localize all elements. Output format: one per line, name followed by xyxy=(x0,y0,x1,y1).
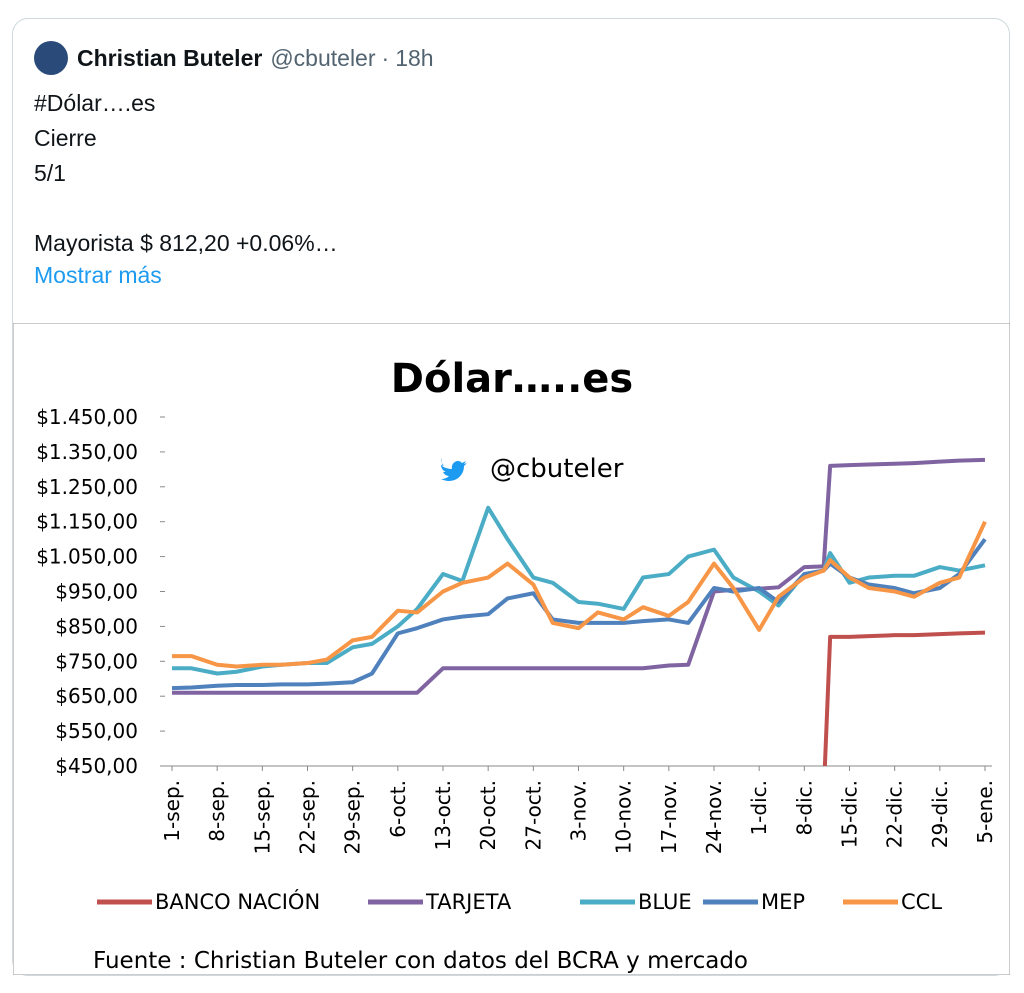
x-tick-label: 1-sep. xyxy=(160,780,184,842)
tweet-line: #Dólar….es xyxy=(34,90,156,116)
x-tick-label: 8-dic. xyxy=(792,780,816,836)
show-more[interactable]: Mostrar más xyxy=(34,262,162,288)
tweet-line: 5/1 xyxy=(34,160,66,186)
tweet-line: Mayorista $ 812,20 +0.06%… xyxy=(34,230,338,256)
handle[interactable]: @cbuteler xyxy=(270,44,376,71)
legend-label: CCL xyxy=(901,890,942,914)
legend-label: TARJETA xyxy=(425,890,512,914)
chart-image: Dólar…..es @cbuteler Fuente : Christian … xyxy=(13,323,1010,975)
x-tick-label: 24-nov. xyxy=(702,780,726,854)
watermark: @cbuteler xyxy=(490,454,624,484)
legend-label: MEP xyxy=(761,890,805,914)
y-tick-label: $850,00 xyxy=(55,614,138,638)
series-line xyxy=(822,630,986,766)
x-tick-label: 22-sep. xyxy=(296,780,320,854)
x-tick-label: 29-sep. xyxy=(341,780,365,854)
tweet-line: Cierre xyxy=(34,125,97,151)
x-tick-label: 8-sep. xyxy=(205,780,229,842)
y-tick-label: $1.450,00 xyxy=(36,405,138,429)
chart-title: Dólar…..es xyxy=(391,356,633,402)
x-tick-label: 3-nov. xyxy=(567,780,591,842)
y-tick-label: $1.050,00 xyxy=(36,545,138,569)
x-tick-label: 6-oct. xyxy=(386,780,410,838)
x-tick-label: 20-oct. xyxy=(476,780,500,850)
y-tick-label: $550,00 xyxy=(55,719,138,743)
y-tick-label: $750,00 xyxy=(55,649,138,673)
x-tick-label: 5-ene. xyxy=(973,780,997,844)
separator: · xyxy=(381,44,390,71)
y-tick-label: $950,00 xyxy=(55,580,138,604)
x-tick-label: 10-nov. xyxy=(612,780,636,854)
x-tick-label: 29-dic. xyxy=(928,780,952,848)
x-tick-label: 22-dic. xyxy=(883,780,907,848)
x-tick-label: 17-nov. xyxy=(657,780,681,854)
watermark-bg xyxy=(432,450,647,490)
y-tick-label: $650,00 xyxy=(55,684,138,708)
twitter-icon xyxy=(441,458,467,481)
y-tick-label: $1.150,00 xyxy=(36,510,138,534)
image-frame xyxy=(13,323,1010,975)
y-tick-label: $1.250,00 xyxy=(36,475,138,499)
x-tick-label: 1-dic. xyxy=(747,780,771,836)
series-line xyxy=(172,520,987,669)
avatar[interactable] xyxy=(34,41,68,75)
tweet-text: #Dólar….es Cierre 5/1 Mayorista $ 812,20 +0… xyxy=(34,86,338,261)
legend-label: BANCO NACIÓN xyxy=(155,889,320,914)
author-name[interactable]: Christian Buteler xyxy=(77,44,263,71)
tweet-header: Christian Buteler @cbuteler · 18h xyxy=(34,40,440,76)
series-line xyxy=(172,457,986,695)
x-tick-label: 15-sep. xyxy=(250,780,274,854)
y-tick-label: $450,00 xyxy=(55,754,138,778)
source: Fuente : Christian Buteler con datos del… xyxy=(93,948,748,974)
tweet-line xyxy=(34,191,338,226)
x-tick-label: 15-dic. xyxy=(838,780,862,848)
x-tick-label: 27-oct. xyxy=(521,780,545,850)
y-tick-label: $1.350,00 xyxy=(36,440,138,464)
time[interactable]: 18h xyxy=(395,44,434,71)
x-tick-label: 13-oct. xyxy=(431,780,455,850)
legend-label: BLUE xyxy=(638,890,692,914)
plot xyxy=(171,457,987,766)
